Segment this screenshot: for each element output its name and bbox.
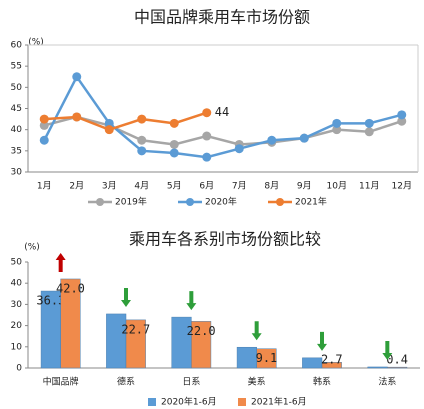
legend-swatch <box>238 398 246 406</box>
x-tick-label: 美系 <box>248 376 266 388</box>
bar <box>236 346 257 369</box>
y-axis-label: (%) <box>24 243 40 253</box>
point <box>104 118 114 128</box>
x-tick-label: 4月 <box>134 181 149 192</box>
y-tick-label: 35 <box>11 146 22 156</box>
point <box>72 72 82 82</box>
legend-marker <box>186 198 194 206</box>
x-tick-label: 中国品牌 <box>43 376 79 388</box>
legend-marker <box>96 198 104 206</box>
x-tick-label: 8月 <box>264 181 279 192</box>
value-label: 22.0 <box>187 324 216 338</box>
trend-arrow <box>317 331 327 351</box>
x-tick-label: 日系 <box>182 377 200 388</box>
y-tick-label: 60 <box>11 41 23 51</box>
trend-arrow <box>251 321 262 341</box>
point <box>202 152 212 162</box>
y-tick-label: 40 <box>11 279 23 289</box>
bar <box>321 362 342 369</box>
legend-marker <box>276 198 284 206</box>
value-label: 9.1 <box>256 351 278 365</box>
point <box>299 133 309 143</box>
point <box>104 125 114 135</box>
bar <box>387 366 408 369</box>
y-tick-label: 55 <box>11 62 22 72</box>
point <box>364 127 374 137</box>
point <box>39 120 49 130</box>
point <box>332 118 342 128</box>
bar <box>302 357 323 369</box>
series-line <box>43 115 403 146</box>
value-label: 0.4 <box>386 353 408 367</box>
x-tick-label: 7月 <box>232 181 247 192</box>
x-tick-label: 12月 <box>392 181 412 192</box>
point <box>137 114 147 124</box>
y-tick-label: 20 <box>11 321 23 331</box>
point <box>72 112 82 122</box>
y-tick-label: 45 <box>11 104 22 114</box>
point <box>202 108 212 118</box>
legend-label: 2020年 <box>205 196 237 208</box>
x-tick-label: 5月 <box>167 181 182 192</box>
point <box>267 135 277 145</box>
x-tick-label: 11月 <box>359 181 379 192</box>
x-tick-label: 3月 <box>102 181 117 192</box>
bar <box>60 278 81 369</box>
y-axis-label: (%) <box>28 38 44 48</box>
legend-label: 2021年1-6月 <box>251 396 307 408</box>
x-tick-label: 2月 <box>69 181 84 192</box>
chart-title: 中国品牌乘用车市场份额 <box>134 8 310 27</box>
x-tick-label: 德系 <box>117 376 135 388</box>
legend-swatch <box>148 398 156 406</box>
trend-arrow <box>55 252 66 272</box>
point <box>397 110 407 120</box>
series-line <box>44 111 208 131</box>
point <box>137 146 147 156</box>
x-tick-label: 10月 <box>327 181 347 192</box>
value-label: 2.7 <box>321 353 343 367</box>
y-tick-label: 30 <box>11 168 23 178</box>
point <box>39 135 49 145</box>
point <box>364 118 374 128</box>
point <box>137 135 147 145</box>
point <box>332 125 342 135</box>
y-tick-label: 50 <box>11 258 23 268</box>
y-tick-label: 50 <box>11 83 23 93</box>
y-tick-label: 30 <box>11 300 23 310</box>
value-label: 36.3 <box>36 294 65 308</box>
legend-label: 2020年1-6月 <box>161 396 217 408</box>
x-tick-label: 韩系 <box>313 376 331 388</box>
y-tick-label: 10 <box>11 342 23 352</box>
series-line <box>43 74 403 159</box>
trend-arrow <box>382 340 393 360</box>
trend-arrow <box>186 291 197 311</box>
bar <box>256 348 277 369</box>
point <box>169 139 179 149</box>
point <box>202 131 212 141</box>
bar <box>125 319 146 369</box>
point <box>169 148 179 158</box>
value-label: 44 <box>215 105 229 119</box>
legend-label: 2021年 <box>295 196 327 208</box>
point <box>39 114 49 124</box>
x-tick-label: 6月 <box>199 181 214 192</box>
bar <box>367 366 388 369</box>
y-tick-label: 0 <box>16 364 22 374</box>
y-tick-label: 40 <box>11 125 23 135</box>
bar <box>191 321 212 369</box>
point <box>397 116 407 126</box>
x-tick-label: 9月 <box>297 181 312 192</box>
trend-arrow <box>121 287 131 307</box>
point <box>234 144 244 154</box>
legend-label: 2019年 <box>115 196 147 208</box>
chart-title: 乘用车各系别市场份额比较 <box>129 230 321 249</box>
point <box>169 118 179 128</box>
x-tick-label: 法系 <box>378 376 396 388</box>
value-label: 42.0 <box>56 281 85 295</box>
x-tick-label: 1月 <box>37 181 52 192</box>
value-label: 22.7 <box>121 322 150 336</box>
